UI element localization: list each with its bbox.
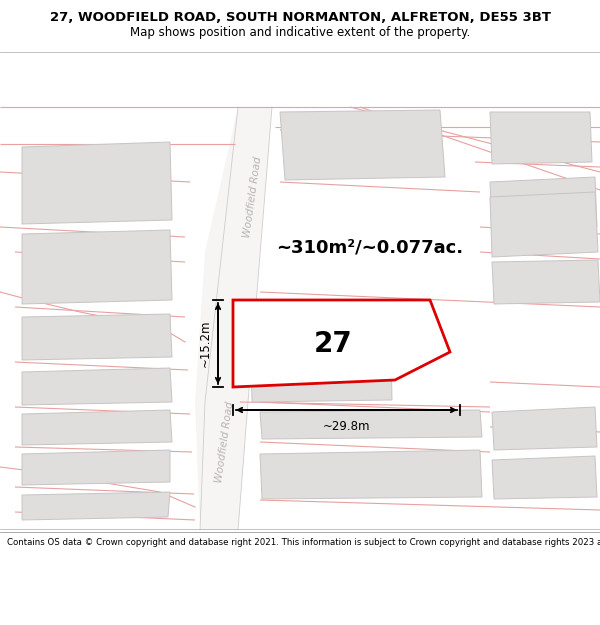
Polygon shape xyxy=(492,456,597,499)
Text: Contains OS data © Crown copyright and database right 2021. This information is : Contains OS data © Crown copyright and d… xyxy=(7,538,600,547)
Polygon shape xyxy=(260,450,482,499)
Polygon shape xyxy=(22,450,170,485)
Polygon shape xyxy=(22,142,172,224)
Text: ~29.8m: ~29.8m xyxy=(323,420,370,433)
Polygon shape xyxy=(195,107,272,530)
Polygon shape xyxy=(260,410,482,439)
Text: 27, WOODFIELD ROAD, SOUTH NORMANTON, ALFRETON, DE55 3BT: 27, WOODFIELD ROAD, SOUTH NORMANTON, ALF… xyxy=(49,11,551,24)
Polygon shape xyxy=(490,177,597,230)
Polygon shape xyxy=(492,407,597,450)
Text: 27: 27 xyxy=(314,330,353,357)
Polygon shape xyxy=(22,314,172,360)
Polygon shape xyxy=(22,368,172,405)
Polygon shape xyxy=(22,410,172,445)
Polygon shape xyxy=(250,300,392,402)
Polygon shape xyxy=(490,112,592,164)
Text: Woodfield Road: Woodfield Road xyxy=(214,401,236,483)
Polygon shape xyxy=(490,192,598,257)
Text: Woodfield Road: Woodfield Road xyxy=(242,156,263,238)
Polygon shape xyxy=(280,110,445,180)
Polygon shape xyxy=(22,230,172,304)
Text: ~15.2m: ~15.2m xyxy=(199,320,212,368)
Polygon shape xyxy=(233,300,450,387)
Polygon shape xyxy=(22,492,170,520)
Polygon shape xyxy=(492,260,600,304)
Text: Map shows position and indicative extent of the property.: Map shows position and indicative extent… xyxy=(130,26,470,39)
Text: ~310m²/~0.077ac.: ~310m²/~0.077ac. xyxy=(277,238,464,256)
